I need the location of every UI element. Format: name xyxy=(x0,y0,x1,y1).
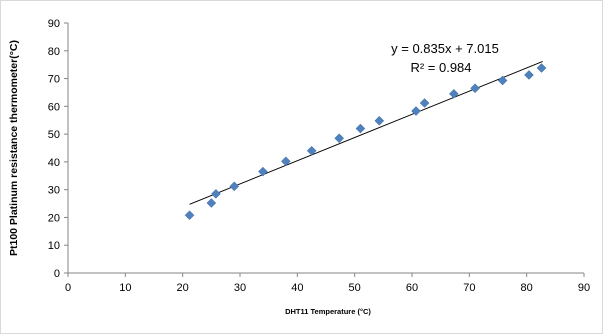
tick-labels: 0 10 20 30 40 50 60 70 80 90 0 10 20 30 40 50 60 70 80 90 xyxy=(48,18,590,294)
trendline-group xyxy=(189,61,543,205)
y-axis-title: Pt100 Platinum resistance thermometer(°C… xyxy=(8,40,20,256)
data-point xyxy=(411,106,421,116)
y-tick-label: 30 xyxy=(48,185,60,197)
x-tick-label: 80 xyxy=(521,282,533,294)
x-tick-label: 90 xyxy=(578,282,590,294)
trendline-r-squared: R² = 0.984 xyxy=(410,60,471,75)
x-tick-label: 70 xyxy=(463,282,475,294)
x-tick-label: 40 xyxy=(291,282,303,294)
data-point xyxy=(524,70,534,80)
data-point xyxy=(536,63,547,73)
data-point xyxy=(448,88,459,99)
data-point xyxy=(374,115,385,126)
y-tick-label: 0 xyxy=(54,268,60,280)
data-point xyxy=(470,83,480,94)
x-tick-label: 60 xyxy=(406,282,418,294)
trendline xyxy=(189,61,543,205)
x-tick-label: 20 xyxy=(177,282,189,294)
data-point xyxy=(206,198,217,208)
y-tick-label: 50 xyxy=(48,129,60,141)
y-tick-label: 20 xyxy=(48,212,60,224)
y-tick-label: 60 xyxy=(48,101,60,113)
data-point xyxy=(258,166,268,177)
y-tick-label: 40 xyxy=(48,157,60,169)
y-tick-label: 90 xyxy=(48,18,60,30)
x-tick-label: 0 xyxy=(65,282,71,294)
axes xyxy=(64,22,585,277)
data-points xyxy=(184,63,547,221)
data-point xyxy=(355,123,366,134)
data-point xyxy=(419,98,430,108)
data-point xyxy=(229,181,240,192)
data-point xyxy=(306,145,317,156)
y-tick-label: 80 xyxy=(48,46,60,58)
x-tick-label: 50 xyxy=(349,282,361,294)
data-point xyxy=(334,133,345,144)
y-tick-label: 10 xyxy=(48,240,60,252)
data-point xyxy=(497,75,508,86)
x-tick-label: 10 xyxy=(119,282,131,294)
x-tick-label: 30 xyxy=(234,282,246,294)
x-axis-title: DHT11 Temperature (°C) xyxy=(285,307,371,316)
y-tick-label: 70 xyxy=(48,74,60,86)
trendline-equation: y = 0.835x + 7.015 xyxy=(391,41,499,56)
data-point xyxy=(184,210,195,221)
data-point xyxy=(281,156,291,167)
data-point xyxy=(211,188,221,199)
